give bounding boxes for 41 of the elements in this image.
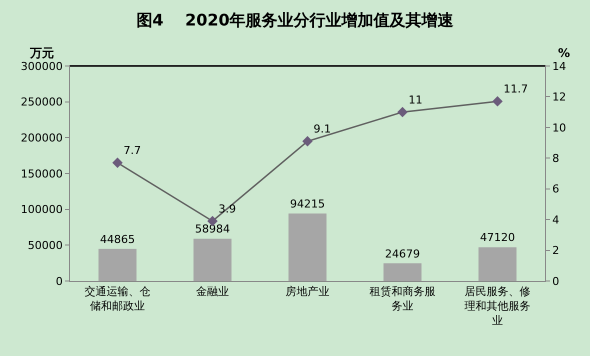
y2-tick-label: 4 bbox=[552, 213, 560, 226]
x-tick-label: 租赁和商务服务业 bbox=[370, 285, 436, 312]
y2-tick-label: 14 bbox=[552, 60, 566, 73]
x-tick-label: 交通运输、仓储和邮政业 bbox=[84, 285, 150, 312]
y2-tick-label: 12 bbox=[552, 90, 566, 104]
bar bbox=[98, 248, 136, 281]
x-tick-label: 居民服务、修理和其他服务业 bbox=[464, 285, 530, 327]
x-tick-label: 房地产业 bbox=[286, 285, 330, 298]
y2-tick-label: 8 bbox=[552, 152, 560, 165]
data-label: 7.7 bbox=[124, 144, 141, 157]
y2-tick-label: 6 bbox=[552, 182, 560, 196]
y-tick-label: 0 bbox=[56, 274, 63, 288]
point bbox=[302, 136, 313, 146]
y-axis-title: 万元 bbox=[29, 46, 54, 60]
y2-tick-label: 0 bbox=[552, 274, 560, 288]
bar bbox=[194, 238, 232, 281]
data-label: 11.7 bbox=[504, 82, 528, 96]
data-label: 94215 bbox=[290, 197, 325, 210]
data-label: 44865 bbox=[100, 232, 135, 246]
bar bbox=[384, 263, 422, 281]
bar bbox=[478, 247, 516, 281]
chart-title: 图4 2020年服务业分行业增加值及其增速 bbox=[136, 10, 455, 30]
data-label: 47120 bbox=[480, 231, 515, 244]
y-tick-label: 200000 bbox=[20, 132, 63, 145]
point bbox=[397, 106, 408, 118]
point bbox=[492, 96, 503, 107]
data-label: 58984 bbox=[195, 222, 230, 236]
data-label: 11 bbox=[408, 93, 422, 106]
y-tick-label: 300000 bbox=[20, 60, 63, 73]
point bbox=[112, 158, 123, 168]
y2-tick-label: 2 bbox=[552, 244, 560, 258]
y2-axis-title: % bbox=[558, 46, 570, 60]
data-label: 24679 bbox=[385, 247, 420, 260]
x-tick-label: 金融业 bbox=[196, 285, 229, 298]
data-label: 9.1 bbox=[314, 122, 331, 136]
bar bbox=[288, 213, 326, 281]
y-tick-label: 50000 bbox=[28, 239, 63, 252]
y-tick-label: 150000 bbox=[20, 167, 63, 180]
y-tick-label: 100000 bbox=[20, 203, 63, 216]
y2-tick-label: 10 bbox=[552, 121, 566, 134]
y-tick-label: 250000 bbox=[20, 96, 63, 109]
